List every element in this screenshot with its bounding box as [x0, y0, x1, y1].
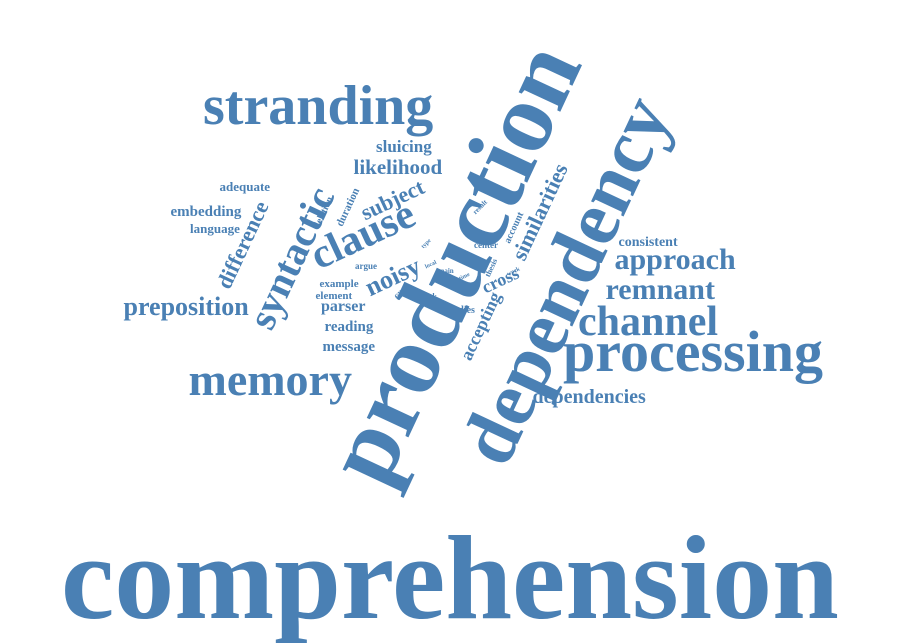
word-adequate: adequate	[219, 178, 271, 194]
word-break: break	[417, 292, 437, 301]
word-language: language	[190, 220, 240, 236]
word-argue: argue	[355, 260, 377, 271]
word-parser: parser	[321, 298, 366, 315]
word-message: message	[322, 338, 376, 355]
word-studies: studies	[445, 305, 475, 316]
word-example: example	[319, 277, 359, 290]
word-preposition: preposition	[123, 292, 249, 321]
word-element: element	[315, 289, 353, 302]
word-remnant: remnant	[605, 273, 715, 306]
word-main: main	[438, 266, 454, 275]
word-comprehension: comprehension	[61, 511, 839, 643]
word-sluicing: sluicing	[376, 136, 432, 156]
word-consistent: consistent	[618, 235, 678, 250]
word-approach: approach	[614, 243, 736, 276]
word-stranding: stranding	[203, 75, 434, 137]
word-channel: channel	[578, 299, 719, 345]
word-processing: processing	[563, 319, 823, 384]
word-dependencies: dependencies	[532, 386, 646, 408]
word-memory: memory	[188, 354, 352, 405]
word-embedding: embedding	[170, 203, 242, 220]
word-likelihood: likelihood	[353, 154, 443, 179]
word-center: center	[474, 239, 498, 250]
word-reading: reading	[324, 318, 374, 335]
